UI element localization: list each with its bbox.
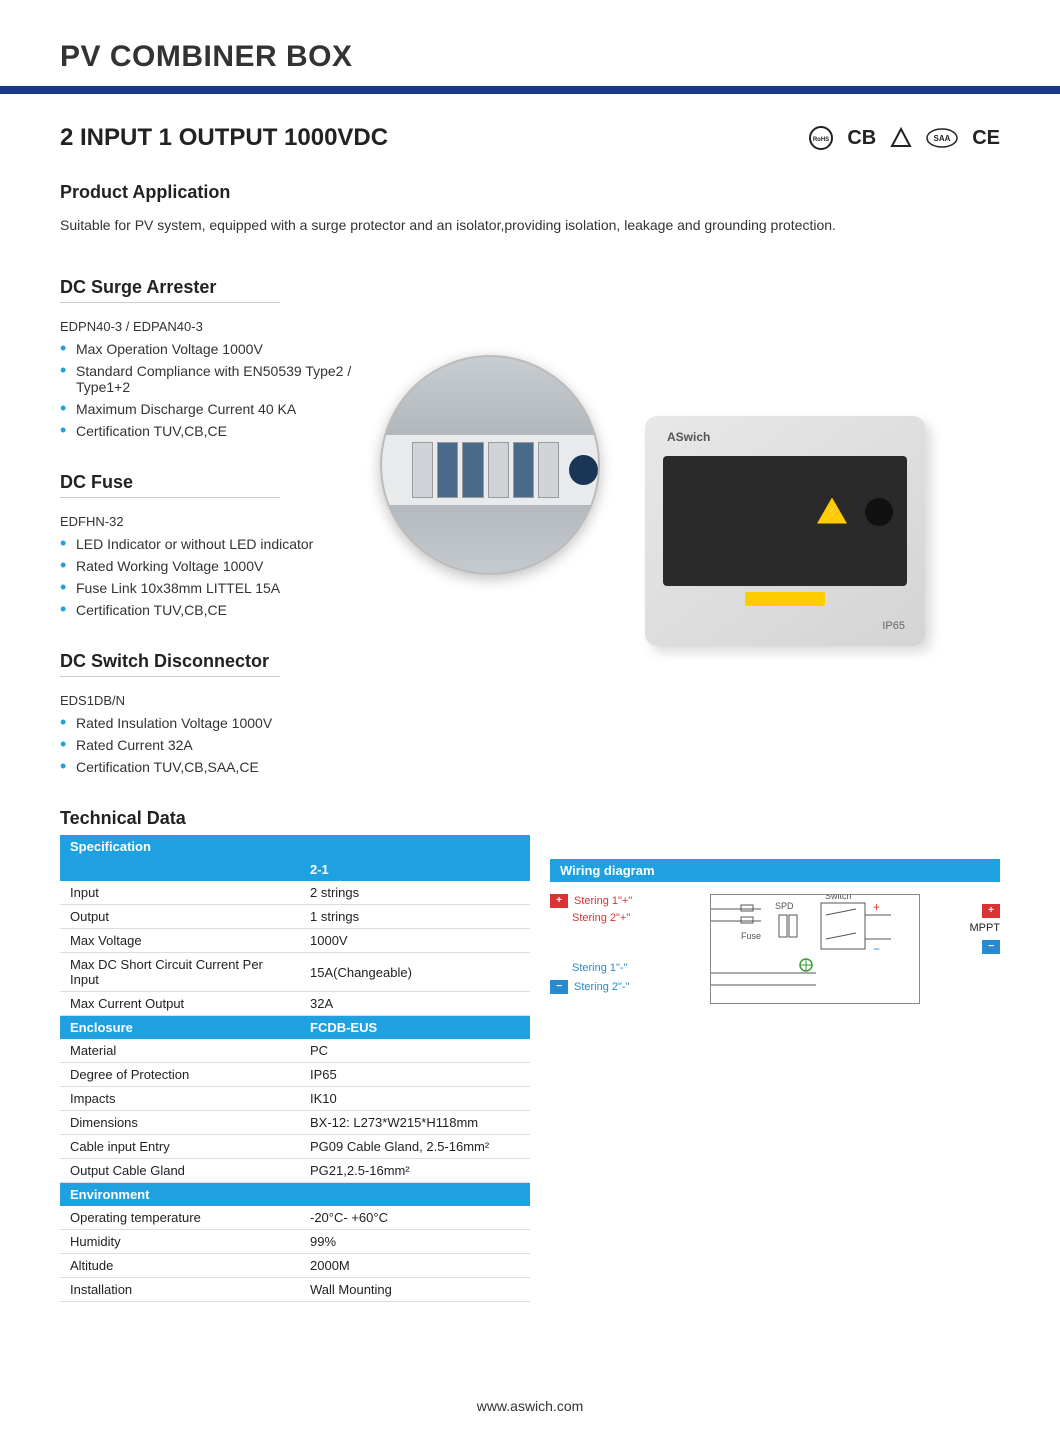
table-cell: Degree of Protection xyxy=(60,1063,300,1087)
list-item: Certification TUV,CB,CE xyxy=(60,599,370,621)
list-item: Certification TUV,CB,SAA,CE xyxy=(60,756,370,778)
surge-model: EDPN40-3 / EDPAN40-3 xyxy=(60,319,370,334)
saa-icon: SAA xyxy=(926,128,958,148)
table-cell: -20°C- +60°C xyxy=(300,1206,530,1230)
table-cell: Dimensions xyxy=(60,1111,300,1135)
wiring-label: Stering 2"+" xyxy=(572,912,630,924)
table-cell: Max Current Output xyxy=(60,992,300,1016)
table-cell: PC xyxy=(300,1039,530,1063)
surge-list: Max Operation Voltage 1000V Standard Com… xyxy=(60,338,370,442)
table-cell: Operating temperature xyxy=(60,1206,300,1230)
table-cell: Output Cable Gland xyxy=(60,1159,300,1183)
table-cell: Altitude xyxy=(60,1254,300,1278)
switch-heading: DC Switch Disconnector xyxy=(60,651,280,677)
table-header: 2-1 xyxy=(300,858,530,881)
fuse-list: LED Indicator or without LED indicator R… xyxy=(60,533,370,621)
plus-icon: + xyxy=(550,894,568,908)
table-cell: 2 strings xyxy=(300,881,530,905)
table-cell: Material xyxy=(60,1039,300,1063)
list-item: Rated Current 32A xyxy=(60,734,370,756)
ce-icon: CE xyxy=(972,127,1000,150)
surge-heading: DC Surge Arrester xyxy=(60,277,280,303)
ip-rating-label: IP65 xyxy=(882,620,905,632)
tech-table: Specification 2-1 Input2 strings Output1… xyxy=(60,835,530,1302)
fuse-model: EDFHN-32 xyxy=(60,514,370,529)
table-cell: Output xyxy=(60,905,300,929)
rotary-knob xyxy=(865,498,893,526)
svg-text:Switch: Switch xyxy=(825,895,852,901)
wiring-diagram: + Stering 1"+" Stering 2"+" Stering 1"-"… xyxy=(550,890,1000,1020)
table-header: Specification xyxy=(60,835,300,858)
table-cell: IK10 xyxy=(300,1087,530,1111)
tech-heading: Technical Data xyxy=(60,808,1000,829)
divider-bar xyxy=(0,86,1060,94)
plus-icon: + xyxy=(982,904,1000,918)
svg-text:+: + xyxy=(873,900,880,914)
minus-icon: − xyxy=(550,980,568,994)
table-cell: Wall Mounting xyxy=(300,1278,530,1302)
list-item: Maximum Discharge Current 40 KA xyxy=(60,398,370,420)
triangle-icon xyxy=(890,127,912,149)
list-item: Fuse Link 10x38mm LITTEL 15A xyxy=(60,577,370,599)
minus-icon: − xyxy=(982,940,1000,954)
wiring-label: Stering 1"+" xyxy=(574,895,632,907)
table-cell: Input xyxy=(60,881,300,905)
svg-text:RoHS: RoHS xyxy=(813,137,829,143)
mppt-label: MPPT xyxy=(969,922,1000,934)
table-cell: 2000M xyxy=(300,1254,530,1278)
wiring-label: Stering 2"-" xyxy=(574,981,630,993)
list-item: Certification TUV,CB,CE xyxy=(60,420,370,442)
sub-title: 2 INPUT 1 OUTPUT 1000VDC xyxy=(60,124,388,152)
main-title: PV COMBINER BOX xyxy=(60,40,1000,74)
product-zoom-image xyxy=(380,355,600,575)
table-cell: Humidity xyxy=(60,1230,300,1254)
list-item: Rated Insulation Voltage 1000V xyxy=(60,712,370,734)
fuse-heading: DC Fuse xyxy=(60,472,280,498)
svg-text:Fuse: Fuse xyxy=(741,931,761,941)
switch-list: Rated Insulation Voltage 1000V Rated Cur… xyxy=(60,712,370,778)
wiring-label: Stering 1"-" xyxy=(572,962,628,974)
table-cell: 32A xyxy=(300,992,530,1016)
table-cell: 15A(Changeable) xyxy=(300,953,530,992)
rohs-icon: RoHS xyxy=(809,126,833,150)
table-cell: 1000V xyxy=(300,929,530,953)
list-item: LED Indicator or without LED indicator xyxy=(60,533,370,555)
list-item: Standard Compliance with EN50539 Type2 /… xyxy=(60,360,370,398)
table-cell: IP65 xyxy=(300,1063,530,1087)
svg-text:SAA: SAA xyxy=(934,134,951,143)
table-cell: Max Voltage xyxy=(60,929,300,953)
table-cell: 1 strings xyxy=(300,905,530,929)
table-cell: Max DC Short Circuit Current Per Input xyxy=(60,953,300,992)
table-cell: PG21,2.5-16mm² xyxy=(300,1159,530,1183)
circuit-box: Fuse SPD Switch xyxy=(710,894,920,1004)
application-text: Suitable for PV system, equipped with a … xyxy=(60,217,1000,233)
table-header: FCDB-EUS xyxy=(300,1016,530,1040)
table-cell: Cable input Entry xyxy=(60,1135,300,1159)
wiring-heading: Wiring diagram xyxy=(550,859,1000,882)
table-header: Enclosure xyxy=(60,1016,300,1040)
table-cell: PG09 Cable Gland, 2.5-16mm² xyxy=(300,1135,530,1159)
certification-badges: RoHS CB SAA CE xyxy=(809,126,1000,150)
table-cell: 99% xyxy=(300,1230,530,1254)
cb-icon: CB xyxy=(847,127,876,150)
product-image: IP65 xyxy=(645,416,925,646)
switch-model: EDS1DB/N xyxy=(60,693,370,708)
svg-text:SPD: SPD xyxy=(775,901,794,911)
table-cell: Installation xyxy=(60,1278,300,1302)
table-cell: BX-12: L273*W215*H118mm xyxy=(300,1111,530,1135)
footer-url: www.aswich.com xyxy=(0,1398,1060,1414)
table-cell: Impacts xyxy=(60,1087,300,1111)
list-item: Rated Working Voltage 1000V xyxy=(60,555,370,577)
list-item: Max Operation Voltage 1000V xyxy=(60,338,370,360)
table-header: Environment xyxy=(60,1183,300,1207)
svg-text:−: − xyxy=(873,942,880,956)
application-heading: Product Application xyxy=(60,182,1000,203)
table-header xyxy=(300,835,530,858)
